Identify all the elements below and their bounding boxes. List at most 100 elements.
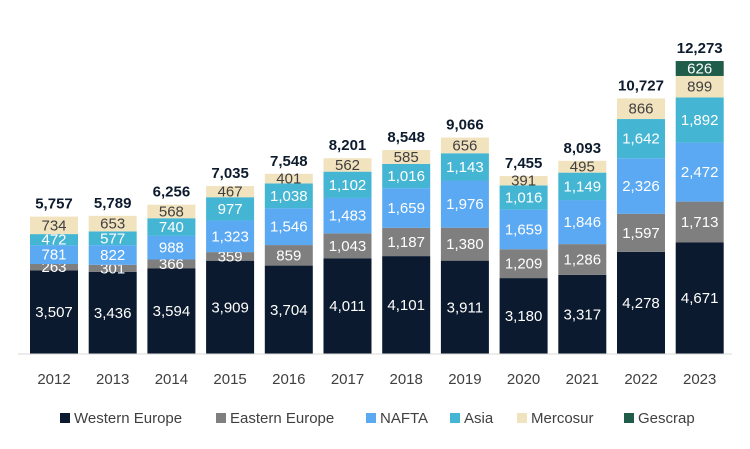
bar-segment-western-europe-2018 bbox=[382, 256, 431, 354]
bar-segment-western-europe-2016 bbox=[264, 265, 313, 354]
data-label-asia-2013: 577 bbox=[100, 230, 125, 247]
legend-label-asia: Asia bbox=[464, 410, 494, 427]
bar-segment-asia-2013 bbox=[88, 231, 137, 246]
data-label-asia-2012: 472 bbox=[41, 232, 66, 249]
bar-segment-eastern-europe-2015 bbox=[206, 252, 255, 261]
legend: Western Europe Eastern Europe NAFTA Asia Mer… bbox=[60, 410, 695, 427]
data-label-nafta-2015: 1,323 bbox=[211, 228, 249, 245]
data-label-nafta-2021: 1,846 bbox=[564, 214, 602, 231]
bar-segment-mercosur-2019 bbox=[440, 137, 489, 154]
data-label-mercosur-2023: 899 bbox=[687, 79, 712, 96]
total-label-2020: 7,455 bbox=[505, 155, 543, 172]
total-label-2015: 7,035 bbox=[211, 165, 249, 182]
bar-segment-western-europe-2015 bbox=[206, 260, 255, 354]
total-label-2013: 5,789 bbox=[94, 195, 132, 212]
bar-segment-western-europe-2014 bbox=[147, 268, 196, 354]
bar-segment-mercosur-2013 bbox=[88, 215, 137, 232]
bar-segment-asia-2016 bbox=[264, 183, 313, 209]
legend-swatch-gescrap bbox=[624, 413, 634, 423]
data-label-western-europe-2019: 3,911 bbox=[447, 299, 483, 316]
bars-layer: 3,5072637814727345,7573,4363018225776535… bbox=[30, 40, 724, 354]
legend-label-nafta: NAFTA bbox=[380, 410, 428, 427]
bar-segment-mercosur-2014 bbox=[147, 204, 196, 219]
data-label-mercosur-2021: 495 bbox=[570, 159, 595, 176]
legend-swatch-western-europe bbox=[60, 413, 70, 423]
bar-segment-eastern-europe-2018 bbox=[382, 227, 431, 257]
total-label-2023: 12,273 bbox=[677, 40, 723, 57]
bar-segment-nafta-2014 bbox=[147, 235, 196, 260]
bar-segment-asia-2014 bbox=[147, 218, 196, 236]
data-label-eastern-europe-2021: 1,286 bbox=[564, 251, 602, 268]
data-label-western-europe-2016: 3,704 bbox=[270, 302, 308, 319]
legend-label-mercosur: Mercosur bbox=[531, 410, 594, 427]
bar-segment-eastern-europe-2023 bbox=[675, 201, 724, 243]
data-label-western-europe-2020: 3,180 bbox=[505, 308, 543, 325]
data-label-mercosur-2019: 656 bbox=[452, 137, 477, 154]
data-label-nafta-2013: 822 bbox=[100, 247, 125, 264]
x-tick-label-2020: 2020 bbox=[507, 371, 540, 388]
bar-segment-nafta-2013 bbox=[88, 245, 137, 265]
bar-segment-eastern-europe-2021 bbox=[558, 244, 607, 275]
data-label-asia-2019: 1,143 bbox=[446, 159, 484, 176]
total-label-2019: 9,066 bbox=[446, 117, 484, 134]
data-label-western-europe-2017: 4,011 bbox=[329, 298, 365, 315]
bar-segment-eastern-europe-2014 bbox=[147, 259, 196, 269]
data-label-western-europe-2023: 4,671 bbox=[681, 290, 719, 307]
bar-segment-mercosur-2021 bbox=[558, 160, 607, 173]
data-label-asia-2015: 977 bbox=[218, 201, 243, 218]
data-label-asia-2020: 1,016 bbox=[505, 190, 543, 207]
x-tick-label-2022: 2022 bbox=[624, 371, 657, 388]
total-label-2022: 10,727 bbox=[618, 77, 664, 94]
bar-segment-mercosur-2023 bbox=[675, 75, 724, 98]
legend-swatch-nafta bbox=[366, 413, 376, 423]
total-label-2021: 8,093 bbox=[564, 140, 602, 157]
bar-segment-western-europe-2017 bbox=[323, 258, 372, 354]
data-label-mercosur-2013: 653 bbox=[100, 216, 125, 233]
data-label-nafta-2016: 1,546 bbox=[270, 219, 308, 236]
bar-segment-nafta-2017 bbox=[323, 197, 372, 234]
data-label-nafta-2022: 2,326 bbox=[622, 178, 660, 195]
bar-segment-eastern-europe-2022 bbox=[617, 213, 665, 252]
bar-segment-mercosur-2020 bbox=[499, 176, 548, 186]
bar-segment-nafta-2018 bbox=[382, 188, 431, 228]
data-label-mercosur-2018: 585 bbox=[394, 149, 419, 166]
x-tick-label-2018: 2018 bbox=[390, 371, 423, 388]
data-label-eastern-europe-2023: 1,713 bbox=[681, 214, 719, 231]
data-label-nafta-2023: 2,472 bbox=[681, 164, 719, 181]
data-label-gescrap-2023: 626 bbox=[687, 61, 712, 78]
data-label-mercosur-2014: 568 bbox=[159, 203, 184, 220]
x-tick-label-2016: 2016 bbox=[272, 371, 305, 388]
bar-segment-western-europe-2022 bbox=[617, 251, 665, 354]
bar-segment-western-europe-2012 bbox=[30, 270, 78, 354]
data-label-mercosur-2016: 401 bbox=[276, 171, 301, 188]
bar-segment-western-europe-2013 bbox=[88, 271, 137, 354]
data-label-mercosur-2020: 391 bbox=[511, 173, 536, 190]
bar-segment-eastern-europe-2020 bbox=[499, 249, 548, 279]
total-label-2017: 8,201 bbox=[329, 137, 367, 154]
data-label-asia-2021: 1,149 bbox=[564, 178, 602, 195]
x-tick-label-2015: 2015 bbox=[213, 371, 246, 388]
legend-swatch-eastern-europe bbox=[216, 413, 226, 423]
data-label-asia-2014: 740 bbox=[159, 219, 184, 236]
data-label-nafta-2019: 1,976 bbox=[446, 196, 484, 213]
bar-segment-western-europe-2021 bbox=[558, 274, 607, 354]
bar-segment-eastern-europe-2019 bbox=[440, 227, 489, 261]
bar-segment-asia-2017 bbox=[323, 171, 372, 198]
data-label-mercosur-2022: 866 bbox=[628, 101, 653, 118]
bar-segment-nafta-2012 bbox=[30, 245, 78, 265]
bar-segment-nafta-2019 bbox=[440, 180, 489, 228]
data-label-asia-2022: 1,642 bbox=[622, 131, 660, 148]
legend-swatch-asia bbox=[450, 413, 460, 423]
bar-segment-gescrap-2023 bbox=[675, 61, 724, 76]
bar-segment-eastern-europe-2013 bbox=[88, 264, 137, 272]
x-tick-label-2017: 2017 bbox=[331, 371, 364, 388]
bar-segment-western-europe-2019 bbox=[440, 260, 489, 354]
total-label-2016: 7,548 bbox=[270, 153, 308, 170]
bar-segment-nafta-2015 bbox=[206, 220, 255, 253]
x-tick-label-2013: 2013 bbox=[96, 371, 129, 388]
bar-segment-western-europe-2023 bbox=[675, 242, 724, 354]
data-label-nafta-2020: 1,659 bbox=[505, 221, 543, 238]
bar-segment-mercosur-2017 bbox=[323, 158, 372, 172]
